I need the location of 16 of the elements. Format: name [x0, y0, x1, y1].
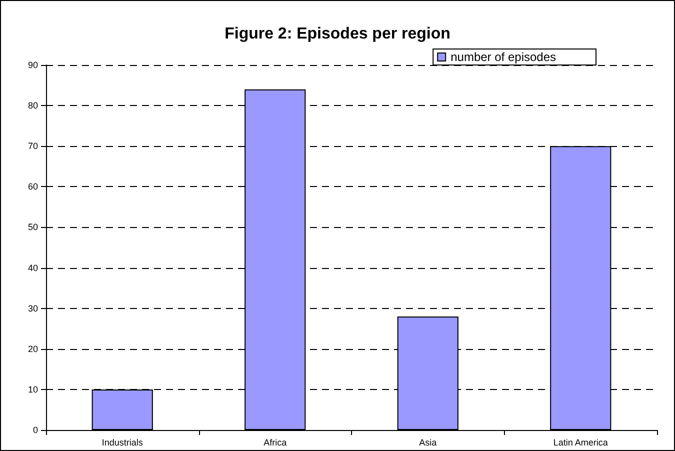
x-tick-label: Industrials	[102, 438, 144, 448]
y-tick-label: 20	[28, 344, 38, 354]
y-tick-label: 60	[28, 182, 38, 192]
y-tick-label: 30	[28, 303, 38, 314]
y-tick-label: 70	[28, 141, 38, 152]
x-tick-label: Africa	[264, 438, 287, 448]
x-tick-label: Latin America	[553, 438, 608, 448]
x-tick-label: Asia	[419, 438, 437, 448]
y-tick-label: 80	[28, 100, 38, 111]
y-tick-label: 0	[32, 425, 38, 435]
y-tick-label: 10	[28, 384, 38, 394]
y-tick-label: 40	[28, 262, 38, 273]
y-tick-label: 50	[28, 222, 38, 232]
chart-title: Figure 2: Episodes per region	[224, 26, 450, 42]
legend-label: number of episodes	[450, 50, 556, 64]
y-tick-label: 90	[28, 60, 38, 70]
